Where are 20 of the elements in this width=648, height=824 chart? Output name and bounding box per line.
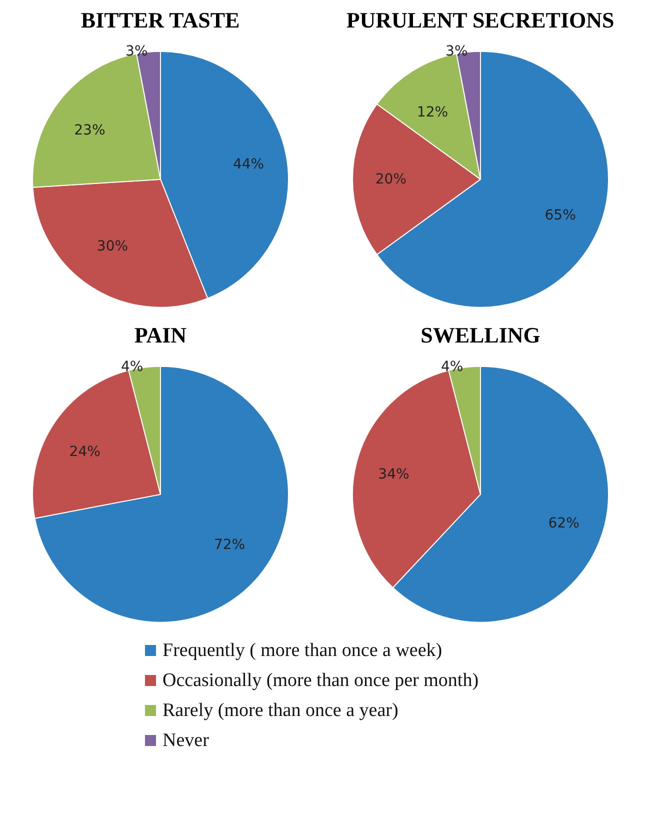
data-label: 44%: [232, 156, 264, 172]
chart-title: SWELLING: [420, 322, 540, 348]
data-label: 62%: [548, 516, 580, 532]
data-label: 12%: [416, 104, 448, 120]
legend-label: Never: [162, 730, 210, 751]
data-label: 20%: [375, 171, 406, 188]
chart-title: PAIN: [134, 322, 187, 348]
data-label: 4%: [121, 359, 144, 376]
data-label: 30%: [96, 238, 128, 254]
chart-title: PURULENT SECRETIONS: [346, 8, 614, 32]
legend-label: Frequently ( more than once a week): [162, 640, 442, 661]
data-label: 23%: [74, 122, 106, 139]
data-label: 4%: [441, 359, 464, 376]
data-label: 65%: [544, 207, 576, 224]
data-label: 24%: [69, 444, 100, 460]
data-label: 34%: [378, 466, 410, 483]
chart-title: BITTER TASTE: [80, 8, 240, 32]
legend-label: Rarely (more than once a year): [162, 700, 398, 721]
legend-label: Occasionally (more than once per month): [162, 670, 479, 691]
data-label: 72%: [214, 536, 246, 553]
